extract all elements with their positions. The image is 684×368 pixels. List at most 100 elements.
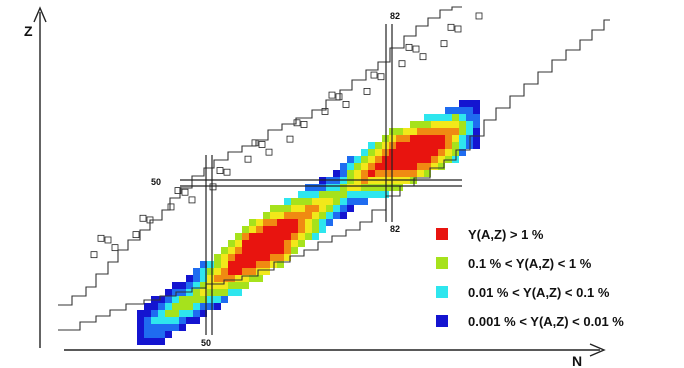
yield-cell xyxy=(214,296,221,303)
yield-cell xyxy=(228,282,235,289)
yield-cell xyxy=(235,240,242,247)
low-yield-cell xyxy=(244,155,252,163)
yield-cell xyxy=(347,191,354,198)
yield-cell xyxy=(291,219,298,226)
yield-cell xyxy=(354,163,361,170)
yield-cell xyxy=(172,324,179,331)
yield-cell xyxy=(333,205,340,212)
yield-cell xyxy=(144,331,151,338)
yield-cell xyxy=(452,107,459,114)
yield-cell xyxy=(165,289,172,296)
yield-cell xyxy=(445,121,452,128)
yield-cell xyxy=(333,198,340,205)
yield-cell xyxy=(291,226,298,233)
yield-cell xyxy=(284,205,291,212)
yield-cell xyxy=(256,219,263,226)
low-yield-cell xyxy=(265,148,273,156)
yield-cell xyxy=(144,310,151,317)
yield-cell xyxy=(410,142,417,149)
yield-cell xyxy=(263,268,270,275)
yield-cell xyxy=(347,198,354,205)
yield-cell xyxy=(403,142,410,149)
low-yield-cell xyxy=(167,203,175,211)
yield-cell xyxy=(340,198,347,205)
low-yield-cell xyxy=(363,88,371,95)
low-yield-cell xyxy=(300,121,308,128)
yield-cell xyxy=(326,212,333,219)
yield-cell xyxy=(151,324,158,331)
yield-cell xyxy=(347,205,354,212)
yield-cell xyxy=(193,282,200,289)
yield-cell xyxy=(207,296,214,303)
yield-cell xyxy=(354,191,361,198)
yield-cell xyxy=(221,275,228,282)
yield-cell xyxy=(172,317,179,324)
yield-cell xyxy=(431,163,438,170)
yield-cell xyxy=(347,163,354,170)
yield-cell xyxy=(326,205,333,212)
yield-cell xyxy=(193,275,200,282)
legend-swatch xyxy=(436,286,448,298)
neutron-rich-boundary xyxy=(58,19,610,331)
n-axis-label: N xyxy=(572,353,582,368)
yield-cell xyxy=(270,254,277,261)
yield-cell xyxy=(466,100,473,107)
yield-cell xyxy=(270,247,277,254)
yield-cell xyxy=(277,233,284,240)
yield-cell xyxy=(214,254,221,261)
yield-cell xyxy=(459,149,466,156)
tick-n82: 82 xyxy=(390,224,400,234)
yield-cell xyxy=(179,324,186,331)
yield-cell xyxy=(172,310,179,317)
yield-cell xyxy=(291,205,298,212)
low-yield-cell xyxy=(286,135,294,143)
yield-cell xyxy=(284,198,291,205)
yield-cell xyxy=(368,163,375,170)
yield-cell xyxy=(221,282,228,289)
yield-cell xyxy=(172,303,179,310)
low-yield-cell xyxy=(104,236,112,244)
yield-cell xyxy=(403,128,410,135)
yield-cell xyxy=(445,107,452,114)
yield-cell xyxy=(144,338,151,345)
yield-cell xyxy=(165,331,172,338)
yield-cell xyxy=(403,156,410,163)
yield-cell xyxy=(431,135,438,142)
yield-cell xyxy=(424,128,431,135)
yield-cell xyxy=(319,191,326,198)
yield-cell xyxy=(361,198,368,205)
yield-cell xyxy=(438,163,445,170)
yield-cell xyxy=(193,317,200,324)
low-yield-cell xyxy=(475,12,483,20)
yield-cell xyxy=(207,303,214,310)
yield-cell xyxy=(298,191,305,198)
z-axis-label: Z xyxy=(24,23,33,39)
yield-cell xyxy=(445,114,452,121)
yield-cell xyxy=(466,121,473,128)
yield-cell xyxy=(438,114,445,121)
legend: Y(A,Z) > 1 % 0.1 % < Y(A,Z) < 1 % 0.01 % <… xyxy=(436,227,624,329)
low-yield-cell xyxy=(419,53,427,61)
tick-n50: 50 xyxy=(201,338,211,348)
low-yield-cell xyxy=(132,231,140,239)
yield-cell xyxy=(417,142,424,149)
yield-cell xyxy=(354,170,361,177)
yield-cell xyxy=(235,282,242,289)
yield-cell xyxy=(312,233,319,240)
yield-cell xyxy=(410,149,417,156)
n-axis-arrow-icon xyxy=(589,343,606,357)
yield-cell xyxy=(221,289,228,296)
low-yield-cell xyxy=(342,101,350,108)
yield-cell xyxy=(207,261,214,268)
legend-label: 0.001 % < Y(A,Z) < 0.01 % xyxy=(468,314,624,329)
yield-cell xyxy=(214,289,221,296)
yield-cell xyxy=(410,156,417,163)
yield-cell xyxy=(459,100,466,107)
yield-cell xyxy=(403,149,410,156)
yield-cell xyxy=(200,261,207,268)
yield-cell xyxy=(403,163,410,170)
yield-cell xyxy=(256,254,263,261)
yield-cell xyxy=(312,191,319,198)
yield-cell xyxy=(473,128,480,135)
low-yield-cell xyxy=(139,214,147,222)
